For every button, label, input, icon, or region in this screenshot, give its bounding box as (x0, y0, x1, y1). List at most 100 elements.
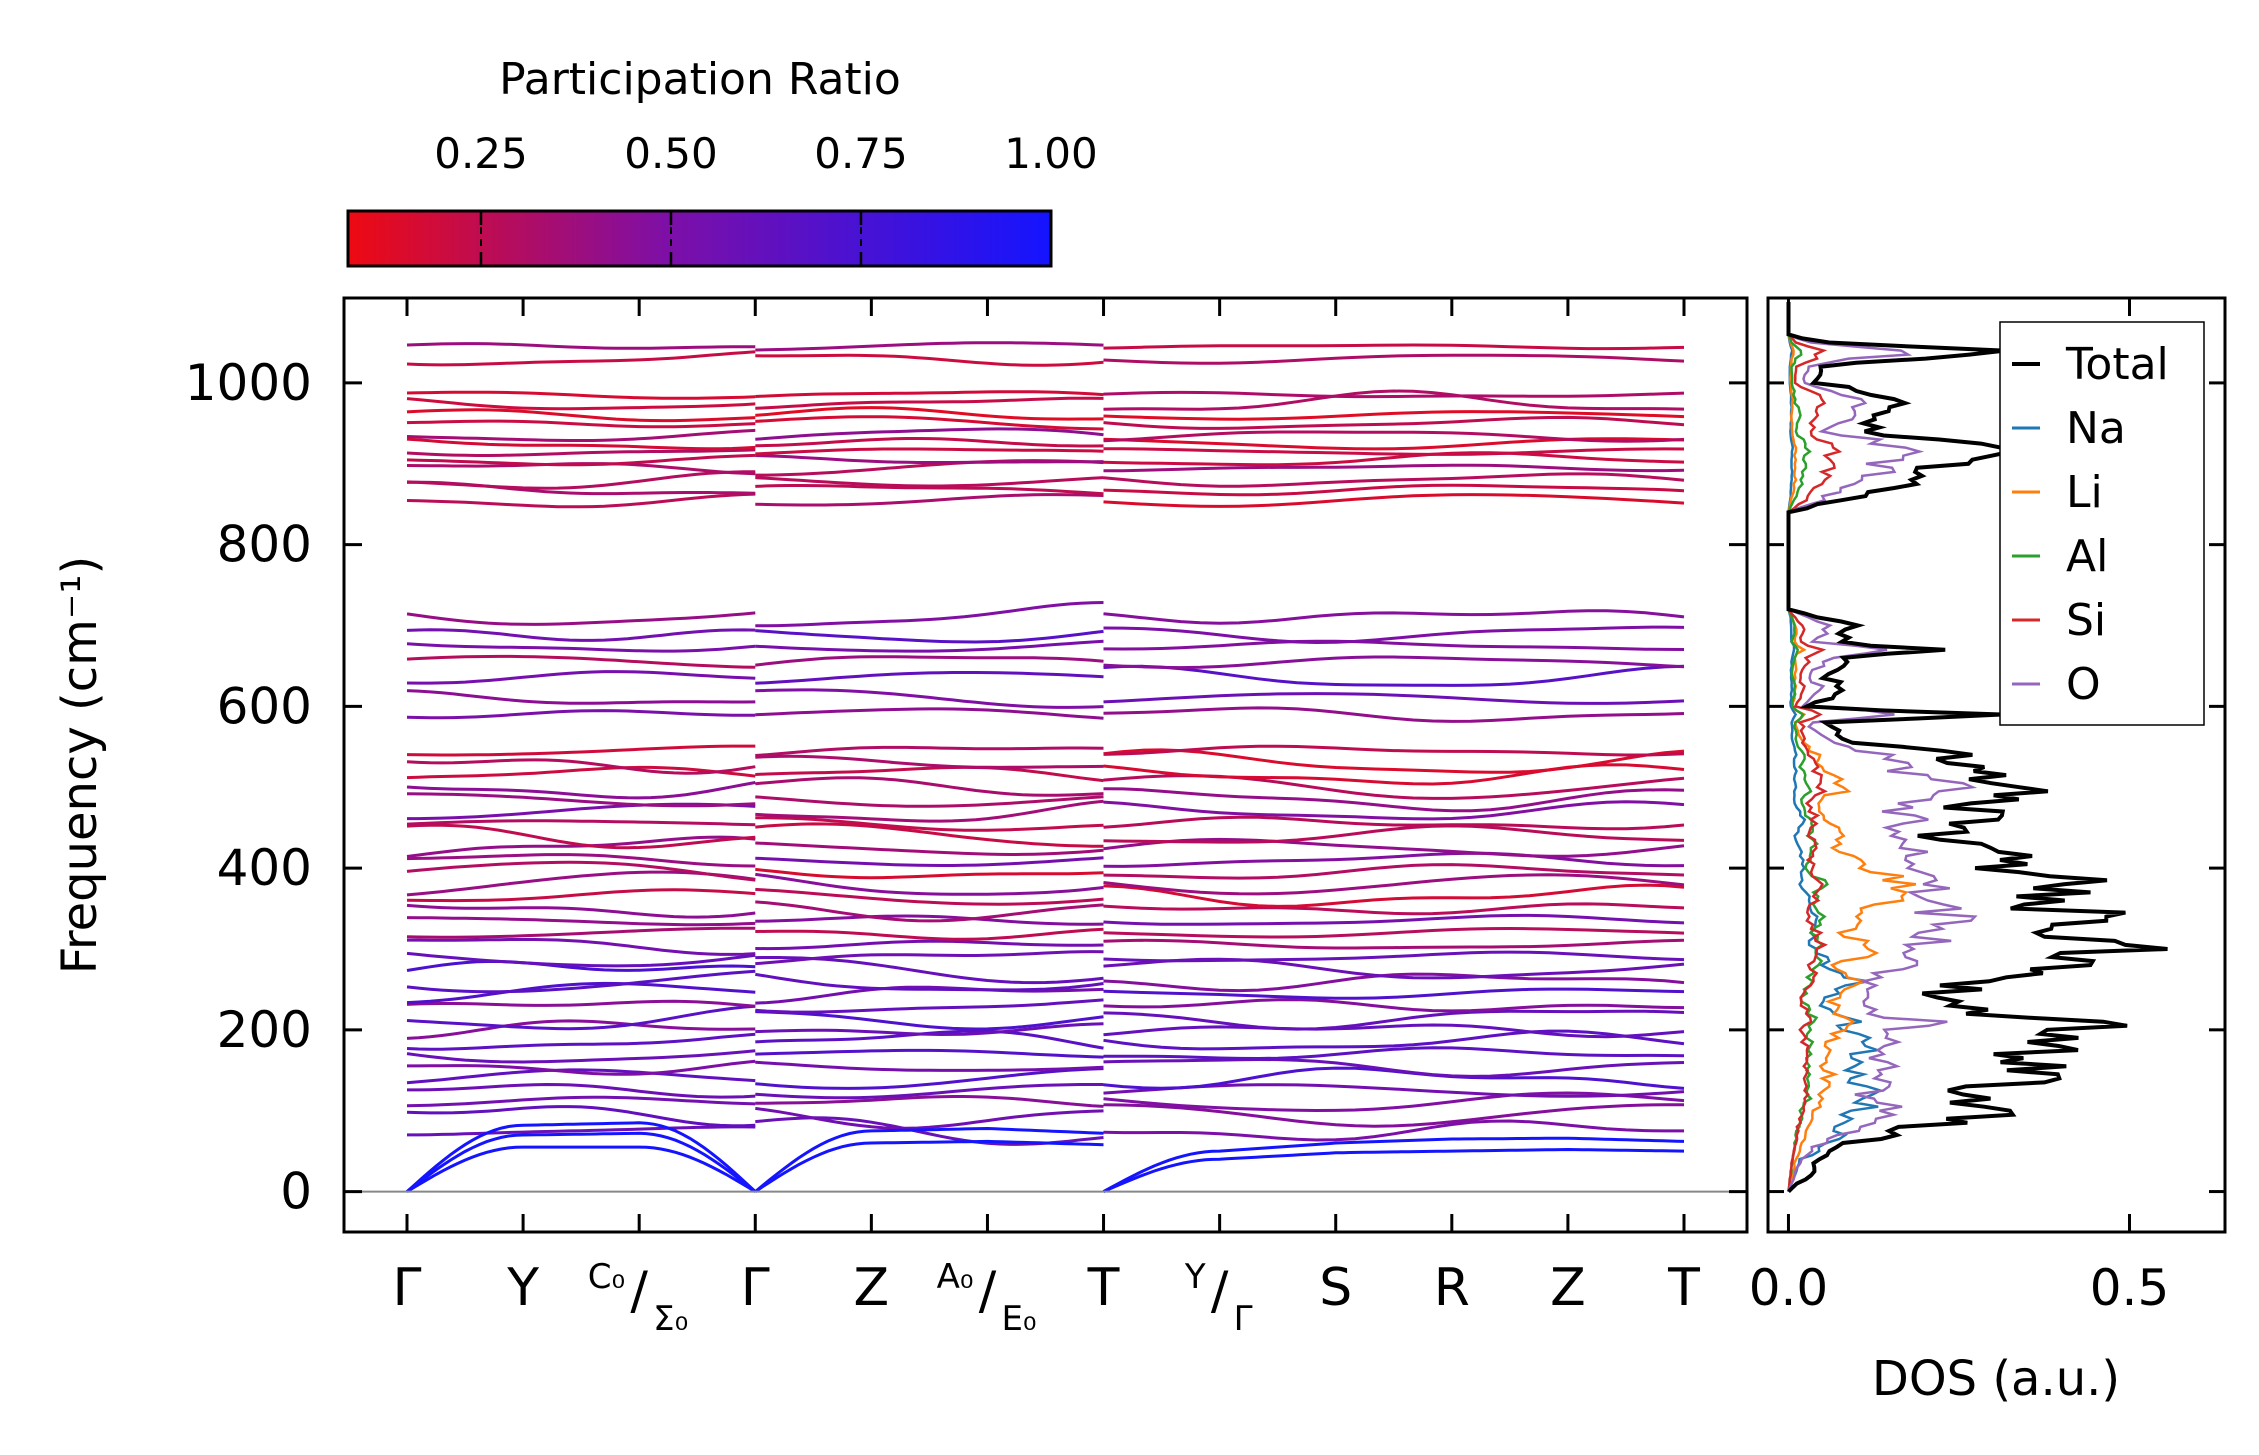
phonon-branch (407, 1059, 756, 1076)
phonon-branch (1103, 415, 1685, 430)
phonon-branch (755, 985, 1104, 1005)
phonon-branch (755, 927, 1104, 941)
phonon-branch (1103, 410, 1685, 421)
phonon-branch (406, 642, 756, 653)
phonon-branch (1103, 926, 1685, 939)
phonon-branch (406, 470, 756, 490)
phonon-branch (1103, 863, 1685, 880)
phonon-branch (1103, 938, 1685, 950)
phonon-branch (1103, 493, 1685, 508)
phonon-branch (406, 960, 756, 972)
colorbar-tick-label: 0.25 (434, 129, 528, 178)
colorbar-gradient (346, 209, 1053, 268)
phonon-branch (406, 670, 756, 685)
phonon-branch (1103, 639, 1685, 651)
phonon-branch (1103, 451, 1685, 467)
phonon-branch (755, 447, 1104, 456)
colorbar-tick-labels: 0.25 0.50 0.75 1.00 (434, 129, 1098, 178)
phonon-branch (407, 938, 756, 956)
phonon-branch (406, 888, 756, 903)
band-y-tick-label: 400 (217, 839, 312, 897)
phonon-branch (406, 969, 756, 994)
phonon-branch (1103, 913, 1685, 926)
phonon-branch (406, 1004, 756, 1031)
band-lines (406, 341, 1685, 1193)
phonon-branch (1103, 655, 1685, 670)
band-y-tick-label: 200 (217, 1001, 312, 1059)
phonon-branch (755, 1010, 1104, 1031)
phonon-branch (406, 744, 756, 757)
dos-series-si (1787, 302, 1843, 1192)
phonon-branch (755, 822, 1104, 848)
phonon-branch (1103, 692, 1685, 705)
phonon-branch (406, 654, 756, 669)
colorbar-tick-label: 0.75 (814, 129, 908, 178)
colorbar-tick-label: 0.50 (624, 129, 718, 178)
phonon-branch (1103, 824, 1685, 844)
dos-series-li (1787, 302, 1917, 1192)
phonon-branch (755, 454, 1104, 464)
phonon-branch (1103, 664, 1685, 687)
dos-series-na (1787, 302, 1884, 1192)
phonon-branch (1103, 343, 1685, 351)
phonon-branch (1103, 883, 1685, 908)
phonon-branch (755, 484, 1104, 496)
phonon-branch (1103, 815, 1685, 831)
dos-ticks: 0.0 0.5 (1749, 298, 2225, 1317)
band-x-label-sub: Γ (1234, 1299, 1253, 1339)
band-x-label: T (1087, 1258, 1120, 1318)
phonon-branch (406, 860, 756, 882)
phonon-branch (755, 776, 1104, 797)
dos-x-tick-label: 0.5 (2090, 1259, 2170, 1317)
phonon-branch (1103, 873, 1685, 896)
phonon-branch (1103, 625, 1685, 645)
phonon-branch (755, 795, 1104, 808)
phonon-branch (406, 819, 756, 827)
phonon-branch (755, 1067, 1104, 1090)
legend-label: Si (2066, 595, 2106, 646)
phonon-branch (406, 951, 756, 968)
phonon-branch (755, 671, 1104, 685)
phonon-branch (755, 1048, 1104, 1059)
phonon-branch (755, 353, 1104, 367)
acoustic-branch (406, 1145, 757, 1193)
phonon-branch (406, 448, 756, 457)
phonon-branch (755, 707, 1104, 720)
band-x-label-composite: Y / Γ (1184, 1257, 1253, 1339)
phonon-branch (406, 853, 756, 868)
phonon-branch (755, 629, 1104, 644)
phonon-branch (406, 903, 756, 919)
phonon-branch (755, 900, 1104, 923)
band-x-label-composite: C₀ / Σ₀ (588, 1257, 689, 1339)
acoustic-branch (406, 1121, 757, 1193)
phonon-branch (755, 972, 1104, 992)
phonon-branch (406, 390, 756, 400)
phonon-branch (755, 390, 1104, 398)
phonon-branch (1103, 1091, 1685, 1113)
acoustic-branch (1102, 1136, 1685, 1193)
phonon-branch (1103, 748, 1685, 774)
phonon-branch (1103, 1046, 1685, 1061)
band-y-ticks: 0 200 400 600 800 1000 (185, 354, 1747, 1221)
phonon-branch (406, 453, 756, 467)
phonon-branch (406, 916, 756, 927)
phonon-branch (1103, 609, 1685, 625)
phonon-branch (755, 688, 1104, 709)
phonon-branch (406, 437, 756, 451)
acoustic-branch (754, 1126, 1104, 1193)
phonon-branch (755, 1106, 1104, 1130)
phonon-branch (755, 950, 1104, 966)
phonon-branch (755, 816, 1104, 832)
dos-legend: Total Na Li Al Si O (1999, 321, 2205, 726)
phonon-branch (1103, 447, 1685, 456)
phonon-branch (755, 1095, 1104, 1108)
legend-label: O (2066, 659, 2101, 710)
phonon-branch (755, 765, 1104, 783)
phonon-branch (755, 1022, 1104, 1037)
phonon-branch (406, 758, 756, 775)
band-x-label-sub: Σ₀ (653, 1299, 688, 1339)
phonon-branch (755, 655, 1104, 667)
phonon-branch (1103, 744, 1685, 757)
